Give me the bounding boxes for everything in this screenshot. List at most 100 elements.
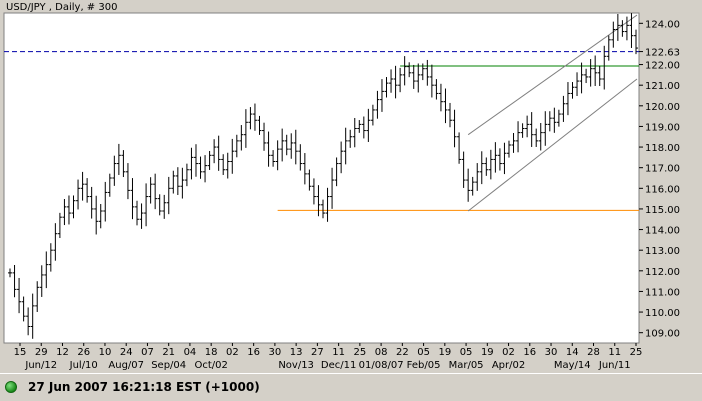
x-month-label: Jun/11 bbox=[598, 360, 631, 371]
status-bar: 27 Jun 2007 16:21:18 EST (+1000) bbox=[0, 373, 702, 401]
price-bar bbox=[289, 133, 294, 159]
price-bar bbox=[157, 194, 162, 216]
price-bar bbox=[252, 103, 257, 131]
price-bar bbox=[175, 167, 180, 196]
price-bar bbox=[339, 141, 344, 174]
price-bar bbox=[575, 72, 580, 97]
chart-canvas: USD/JPY , Daily, # 300 109.00 110.00 111.0… bbox=[3, 2, 680, 371]
price-bar bbox=[184, 163, 189, 187]
price-bar bbox=[466, 168, 471, 202]
price-bar bbox=[620, 20, 625, 37]
reference-price-label: 122.63 bbox=[645, 48, 680, 59]
x-month-label: Jul/10 bbox=[69, 360, 98, 371]
price-bar bbox=[257, 115, 262, 135]
price-bar bbox=[402, 56, 407, 86]
x-tick-label: 15 bbox=[14, 347, 27, 358]
price-bar bbox=[193, 144, 198, 177]
x-tick-label: 12 bbox=[56, 347, 69, 358]
price-bar bbox=[420, 63, 425, 81]
price-bar bbox=[85, 178, 90, 203]
price-bar bbox=[538, 122, 543, 151]
price-bar bbox=[361, 116, 366, 139]
price-bar bbox=[243, 109, 248, 148]
price-bar bbox=[411, 64, 416, 89]
x-tick-label: 28 bbox=[587, 347, 600, 358]
x-tick-label: 04 bbox=[184, 347, 197, 358]
price-bar bbox=[130, 178, 135, 220]
price-bar bbox=[543, 111, 548, 146]
x-tick-label: 25 bbox=[353, 347, 366, 358]
price-bar bbox=[529, 112, 534, 147]
x-month-label: May/14 bbox=[554, 360, 591, 371]
price-bar bbox=[30, 293, 35, 339]
y-tick-label: 119.00 bbox=[645, 122, 680, 133]
x-tick-label: 18 bbox=[205, 347, 218, 358]
price-bar bbox=[121, 150, 126, 178]
price-bar bbox=[629, 13, 634, 48]
status-timestamp: 27 Jun 2007 16:21:18 EST (+1000) bbox=[28, 380, 260, 394]
price-bar bbox=[144, 183, 149, 227]
x-month-label: 01/08/07 bbox=[359, 360, 404, 371]
price-bar bbox=[330, 167, 335, 209]
price-bar bbox=[125, 163, 130, 200]
x-tick-label: 27 bbox=[311, 347, 324, 358]
price-bar bbox=[470, 176, 475, 196]
price-bar bbox=[230, 138, 235, 174]
x-month-label: Oct/02 bbox=[194, 360, 227, 371]
price-bar bbox=[584, 68, 589, 84]
price-bar bbox=[53, 223, 58, 261]
price-bar bbox=[579, 62, 584, 94]
price-bar bbox=[57, 212, 62, 239]
price-bar bbox=[103, 181, 108, 222]
x-tick-label: 11 bbox=[608, 347, 621, 358]
x-axis: 15 29 12 26 10 24 07 21 04 18 02 16 30 13 27 11 25 08 22 05… bbox=[14, 343, 642, 371]
price-bar bbox=[17, 277, 22, 314]
price-bar bbox=[162, 194, 167, 219]
price-bar bbox=[94, 195, 99, 235]
x-tick-label: 05 bbox=[417, 347, 430, 358]
price-bar bbox=[343, 127, 348, 165]
x-tick-label: 07 bbox=[141, 347, 154, 358]
price-bar bbox=[457, 132, 462, 164]
price-bar bbox=[502, 142, 507, 175]
price-bar bbox=[615, 13, 620, 41]
y-tick-label: 122.00 bbox=[645, 61, 680, 72]
price-bar bbox=[556, 109, 561, 127]
x-tick-label: 16 bbox=[247, 347, 260, 358]
price-bar bbox=[98, 204, 103, 229]
price-bar bbox=[203, 155, 208, 183]
price-bar bbox=[606, 35, 611, 61]
price-bar bbox=[416, 63, 421, 93]
price-bar bbox=[506, 140, 511, 158]
price-bar bbox=[448, 102, 453, 128]
price-bar bbox=[570, 82, 575, 99]
price-bar bbox=[166, 176, 171, 215]
x-tick-label: 24 bbox=[120, 347, 133, 358]
price-bar bbox=[497, 148, 502, 171]
price-bar bbox=[429, 64, 434, 98]
price-bar bbox=[534, 128, 539, 147]
price-bar bbox=[198, 156, 203, 179]
price-bar bbox=[12, 265, 17, 298]
price-bar bbox=[216, 135, 221, 171]
price-bar bbox=[552, 107, 557, 133]
price-bar bbox=[593, 55, 598, 86]
y-tick-label: 109.00 bbox=[645, 329, 680, 340]
y-tick-label: 111.00 bbox=[645, 287, 680, 298]
price-bar bbox=[375, 90, 380, 119]
price-bar bbox=[266, 131, 271, 167]
price-bar bbox=[370, 104, 375, 126]
price-bar bbox=[48, 243, 53, 272]
x-month-label: Aug/07 bbox=[108, 360, 144, 371]
price-bar bbox=[561, 95, 566, 122]
x-tick-label: 30 bbox=[269, 347, 282, 358]
x-tick-label: 29 bbox=[35, 347, 48, 358]
x-tick-label: 21 bbox=[162, 347, 175, 358]
price-bar bbox=[588, 59, 593, 87]
price-bar bbox=[488, 149, 493, 180]
price-bar bbox=[352, 117, 357, 148]
price-bar bbox=[80, 171, 85, 201]
price-bar bbox=[8, 268, 12, 278]
price-bar bbox=[302, 153, 307, 185]
y-tick-label: 110.00 bbox=[645, 308, 680, 319]
